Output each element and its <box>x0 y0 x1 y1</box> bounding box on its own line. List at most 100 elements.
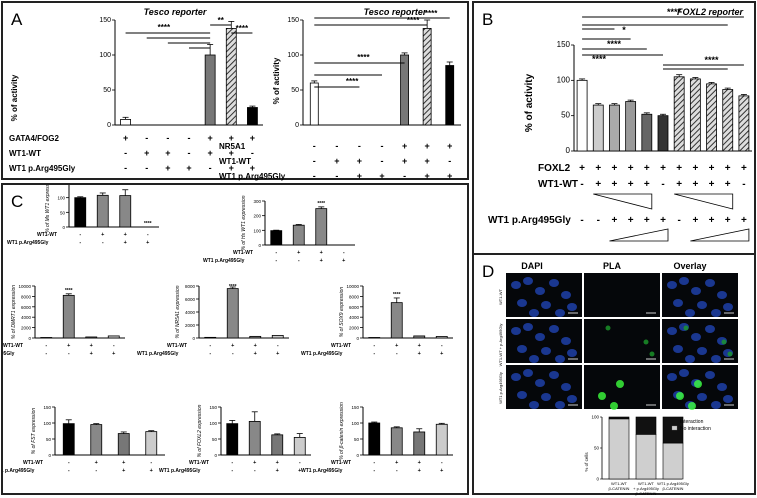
y-tick-label: 100 <box>287 52 299 59</box>
nucleus <box>685 309 695 317</box>
nucleus <box>711 309 721 317</box>
bar <box>315 208 328 246</box>
sign: + <box>612 215 618 226</box>
y-axis-label: % of cells <box>584 452 589 472</box>
panel-b-canvas: B FOXL2 reporter % of activity 0 50 100 150… <box>482 7 752 242</box>
sign: + <box>418 351 421 357</box>
pla-signal <box>694 380 702 388</box>
sign: + <box>297 250 300 256</box>
nucleus <box>717 383 727 391</box>
legend-label: Interaction <box>680 419 704 425</box>
nucleus <box>549 325 559 333</box>
bar-no-interaction <box>608 418 630 480</box>
y-tick-label: 150 <box>99 17 111 24</box>
nucleus <box>667 281 677 289</box>
sign: + <box>124 232 127 238</box>
sign: + <box>124 240 127 246</box>
row-label: WT1 p.Arg495Gly <box>3 351 15 357</box>
nucleus <box>523 277 533 285</box>
bar <box>74 197 87 228</box>
bar <box>247 107 258 126</box>
sign: - <box>396 351 398 357</box>
sign: + <box>676 179 682 190</box>
sign: + <box>692 163 698 174</box>
sign: + <box>112 351 115 357</box>
sign: - <box>358 141 361 151</box>
sign: - <box>166 133 169 143</box>
bar <box>422 27 432 126</box>
bar <box>270 230 283 246</box>
sign: - <box>441 460 443 466</box>
significance-label: **** <box>144 221 152 227</box>
row-label: WT1 p.Arg495Gly <box>137 351 179 357</box>
y-axis-label: % of activity <box>524 73 535 132</box>
sign: + <box>418 343 421 349</box>
significance-label: * <box>622 25 626 35</box>
nucleus <box>549 371 559 379</box>
panel-a-right-chart: Tesco reporter % of activity 0 50 100 150 **… <box>219 7 461 181</box>
bar <box>413 335 426 339</box>
sign: + <box>208 133 213 143</box>
y-tick-label: 0 <box>566 146 571 155</box>
nucleus <box>535 287 545 295</box>
pla-signal <box>683 325 689 331</box>
nucleus <box>711 355 721 363</box>
bar <box>413 431 426 456</box>
sign: - <box>209 351 211 357</box>
sign: + <box>440 351 443 357</box>
sign: + <box>229 133 234 143</box>
sign: + <box>709 179 715 190</box>
sign: - <box>441 343 443 349</box>
row-label: WT1-WT <box>233 250 253 256</box>
nucleus <box>535 333 545 341</box>
sign: + <box>122 460 125 466</box>
sign: - <box>231 468 233 474</box>
y-tick-label: 100 <box>557 75 571 84</box>
y-axis-label: % of Hs WT1 expression <box>241 195 247 250</box>
expression-chart: % of FST expression 0 50 100 150 WT1-WT - + + - WT… <box>3 405 165 474</box>
nucleus <box>523 323 533 331</box>
sign: + <box>425 141 430 151</box>
bar <box>673 76 685 152</box>
x-tick-label: β-CATENIN <box>663 486 684 491</box>
y-tick-label: 0 <box>258 243 261 248</box>
y-tick-label: 0 <box>596 477 599 482</box>
sign: + <box>320 250 323 256</box>
y-tick-label: 150 <box>351 405 359 410</box>
y-axis-label: % of FST expression <box>31 408 37 455</box>
column-header-pla: PLA <box>603 261 622 271</box>
sign: - <box>396 468 398 474</box>
nucleus <box>555 401 565 409</box>
sign: + <box>741 163 747 174</box>
significance-label: **** <box>317 201 325 207</box>
sign: - <box>209 343 211 349</box>
y-tick-label: 50 <box>561 111 570 120</box>
sign: + <box>320 258 323 264</box>
column-header-dapi: DAPI <box>521 261 543 271</box>
sign: + <box>447 171 452 181</box>
nucleus <box>529 355 539 363</box>
sign: + <box>165 163 170 173</box>
y-tick-label: 0 <box>214 453 217 458</box>
sign: + <box>90 351 93 357</box>
sign: + <box>660 215 666 226</box>
y-axis-label: % of activity <box>10 74 19 121</box>
y-tick-label: 0 <box>295 122 299 129</box>
bar <box>445 65 455 126</box>
sign: - <box>343 250 345 256</box>
significance-label: **** <box>667 7 682 17</box>
sign: + <box>628 163 634 174</box>
bar <box>40 337 53 339</box>
sign: - <box>68 351 70 357</box>
y-tick-label: 0 <box>107 122 111 129</box>
nucleus <box>567 349 577 357</box>
y-tick-label: 0 <box>192 336 195 341</box>
nucleus <box>679 369 689 377</box>
bar <box>625 101 637 152</box>
row-label: WT1 p.Arg495Gly <box>203 258 245 264</box>
panel-a-left-chart: Tesco reporter % of activity 0 50 100 150 **… <box>9 7 263 173</box>
nucleus <box>517 299 527 307</box>
nucleus <box>723 395 733 403</box>
nucleus <box>561 383 571 391</box>
nucleus <box>561 291 571 299</box>
